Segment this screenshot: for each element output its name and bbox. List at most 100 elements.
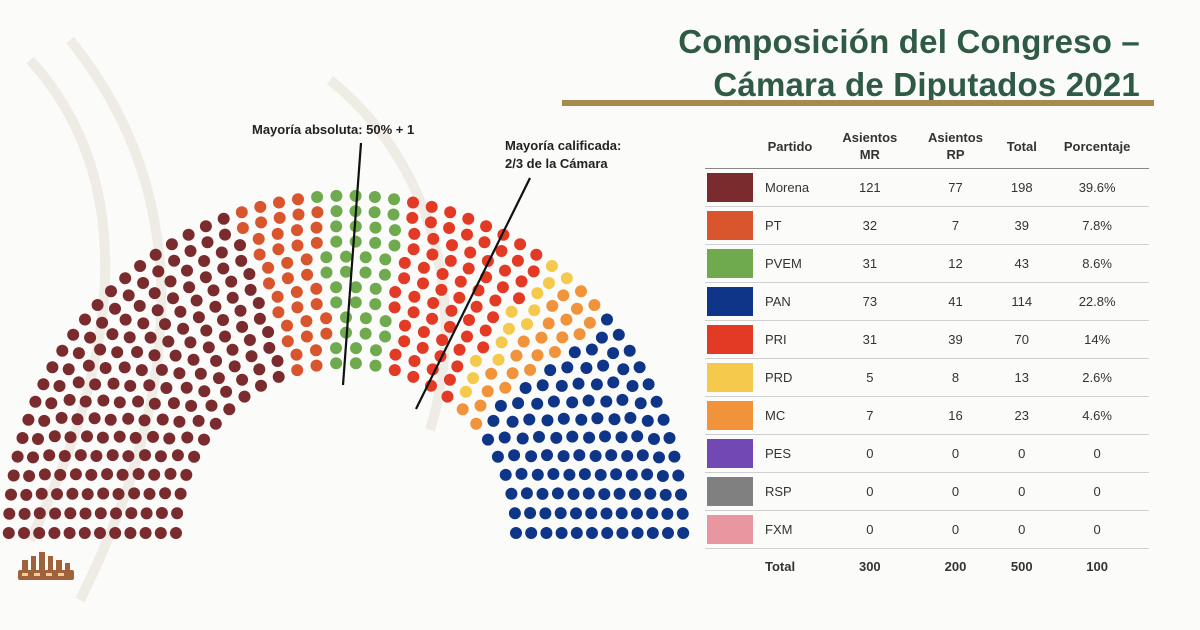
seat-morena <box>169 349 182 362</box>
seat-pvem <box>340 311 352 324</box>
seat-pvem <box>349 296 362 309</box>
seat-pan <box>605 449 618 462</box>
party-percent: 14% <box>1045 320 1149 359</box>
seat-morena <box>99 362 112 374</box>
seat-pvem <box>369 236 382 249</box>
seat-morena <box>182 228 195 241</box>
seat-pvem <box>388 193 400 206</box>
seat-morena <box>207 284 220 297</box>
seat-morena <box>128 487 141 500</box>
seat-prd <box>459 385 472 398</box>
seat-mc <box>583 316 596 329</box>
seat-morena <box>155 507 168 519</box>
party-rp-seats: 39 <box>912 320 999 359</box>
total-row-label: Total <box>753 548 827 583</box>
seat-pt <box>271 290 284 303</box>
seat-morena <box>174 305 187 318</box>
seat-morena <box>168 254 181 267</box>
seat-morena <box>209 300 222 313</box>
seat-pvem <box>379 315 392 328</box>
seat-pri <box>407 370 420 383</box>
seat-morena <box>5 488 17 501</box>
seat-morena <box>106 449 119 462</box>
seat-pan <box>607 347 620 360</box>
seat-pvem <box>370 344 382 357</box>
seat-morena <box>236 373 249 386</box>
seat-morena <box>192 311 205 324</box>
seat-pri <box>443 320 456 333</box>
seat-pri <box>427 232 440 245</box>
seat-pan <box>617 363 630 376</box>
seat-mc <box>575 285 587 298</box>
seat-morena <box>124 527 137 539</box>
title-underline <box>562 100 1154 106</box>
seat-pan <box>547 395 560 408</box>
seat-morena <box>201 236 214 249</box>
header-rp-line1: Asientos <box>928 130 983 145</box>
seat-morena <box>69 468 82 481</box>
seat-pt <box>310 282 323 295</box>
seat-pan <box>616 527 629 539</box>
seat-pan <box>624 411 637 424</box>
seat-morena <box>58 450 71 462</box>
header-mr-line1: Asientos <box>842 130 898 145</box>
seat-pri <box>408 355 421 367</box>
seat-pri <box>511 254 524 267</box>
seat-pt <box>255 216 268 229</box>
party-swatch-box <box>707 173 753 202</box>
party-name: PVEM <box>753 244 827 283</box>
seat-morena <box>109 302 121 315</box>
seat-morena <box>223 403 236 416</box>
seat-pan <box>607 376 620 389</box>
seat-morena <box>162 335 175 348</box>
party-name: RSP <box>753 472 827 511</box>
seat-pan <box>597 359 610 372</box>
seat-morena <box>101 468 114 481</box>
seat-morena <box>148 349 161 362</box>
seat-morena <box>82 359 95 372</box>
party-total-seats: 70 <box>998 320 1046 359</box>
seat-pan <box>582 394 595 407</box>
seat-pt <box>281 256 294 269</box>
seat-pt <box>281 272 294 285</box>
party-mr-seats: 0 <box>827 510 913 549</box>
annotation-majority-qualified-line2: 2/3 de la Cámara <box>505 156 608 171</box>
seat-morena <box>38 468 51 481</box>
seat-pri <box>398 272 411 285</box>
party-color-swatch <box>705 358 753 397</box>
seat-pvem <box>330 235 343 248</box>
seat-morena <box>22 413 35 426</box>
party-name: PRI <box>753 320 827 359</box>
seat-morena <box>81 430 93 443</box>
seat-pvem <box>388 239 401 252</box>
seat-pri <box>463 314 475 326</box>
seat-morena <box>188 450 201 463</box>
seat-pvem <box>340 265 352 278</box>
seat-morena <box>255 379 267 392</box>
seat-morena <box>88 412 101 425</box>
seat-morena <box>226 343 239 356</box>
seat-pan <box>616 393 629 406</box>
seat-morena <box>96 316 109 329</box>
seat-pri <box>514 238 527 251</box>
seat-pvem <box>379 330 392 343</box>
seat-mc <box>560 313 573 326</box>
seat-pan <box>566 430 579 443</box>
seat-pri <box>487 311 500 324</box>
seat-pt <box>310 359 323 372</box>
seat-pan <box>551 487 564 500</box>
seat-morena <box>46 361 59 374</box>
party-name: PAN <box>753 282 827 321</box>
table-row: Morena 121 77 198 39.6% <box>705 168 1149 207</box>
seat-morena <box>199 271 212 284</box>
party-total-seats: 0 <box>998 472 1046 511</box>
seat-pan <box>512 397 525 410</box>
seat-morena <box>131 346 144 358</box>
seat-pan <box>585 507 598 520</box>
seat-mc <box>456 403 469 416</box>
seat-morena <box>48 430 61 443</box>
seat-pan <box>525 527 538 539</box>
seat-morena <box>23 470 36 482</box>
seat-mc <box>557 289 570 302</box>
seat-pan <box>595 331 608 344</box>
